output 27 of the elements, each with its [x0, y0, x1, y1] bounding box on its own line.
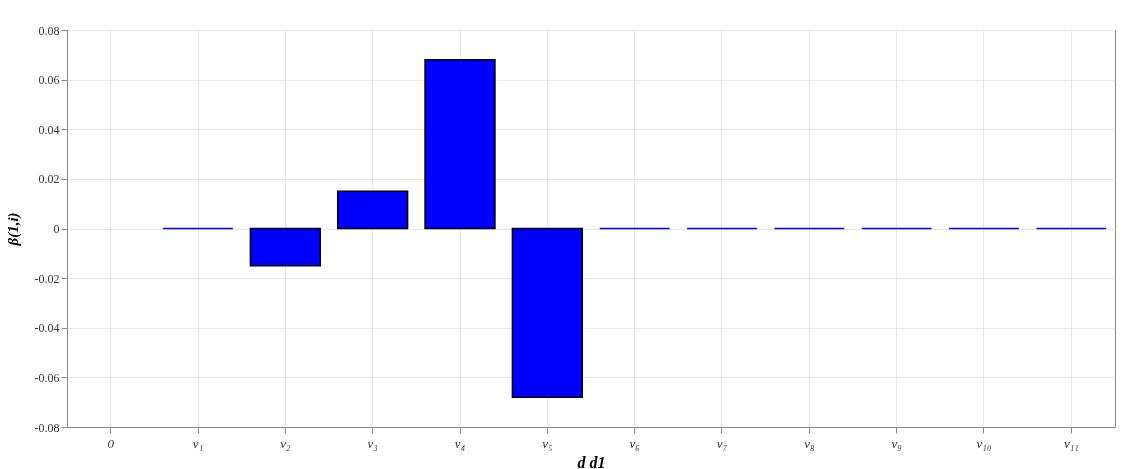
bar [249, 227, 322, 267]
y-tick-label: 0.08 [38, 23, 60, 38]
x-tick-label: v₆ [629, 435, 640, 451]
y-tick-label: -0.08 [34, 420, 60, 435]
x-tick-label: v₁ [192, 435, 204, 451]
y-tick-label: 0.06 [38, 73, 60, 88]
x-tick-label: v₁₁ [1063, 435, 1079, 451]
x-tick-label: v₄ [454, 435, 466, 451]
x-tick-label: v₅ [542, 435, 553, 451]
bar [336, 190, 409, 230]
y-tick-label: 0.02 [38, 172, 60, 187]
x-axis-title: d d1 [577, 453, 606, 469]
x-tick-label: v₇ [716, 435, 728, 451]
y-axis-title: β(1,i) [4, 212, 22, 247]
y-tick-label: -0.06 [34, 370, 60, 385]
x-tick-label: v₈ [804, 435, 815, 451]
y-tick-label: 0.04 [38, 122, 60, 137]
y-tick-label: -0.02 [34, 271, 60, 286]
x-tick-label: v₂ [280, 435, 291, 451]
bar [424, 59, 496, 230]
x-tick-label: 0 [107, 435, 115, 451]
bar [511, 227, 584, 398]
y-tick-label: -0.04 [34, 321, 60, 336]
x-tick-label: v₃ [367, 435, 378, 451]
y-tick-label: 0 [53, 222, 60, 236]
x-tick-label: v₉ [891, 435, 902, 451]
x-tick-label: v₁₀ [976, 435, 992, 451]
